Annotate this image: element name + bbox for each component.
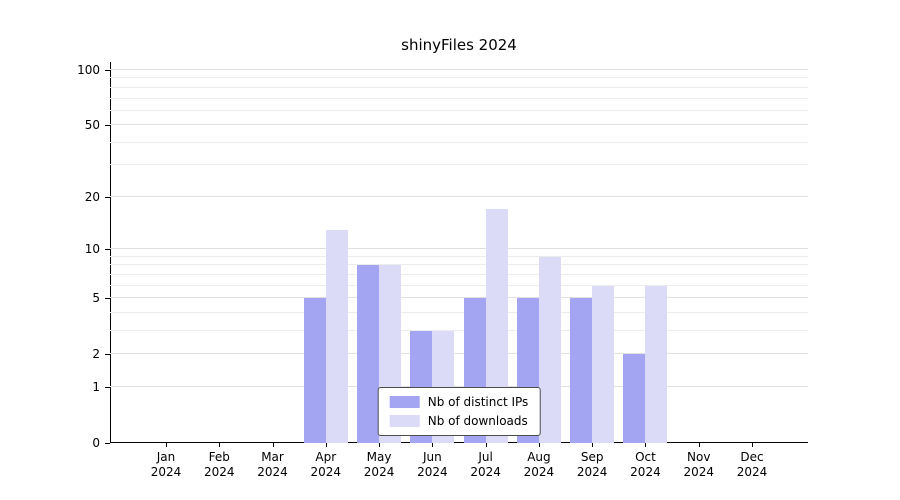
x-tick-label: Jun 2024: [417, 450, 448, 479]
legend-label: Nb of downloads: [427, 414, 528, 428]
x-tick-label: Mar 2024: [257, 450, 288, 479]
gridline-minor: [110, 97, 808, 99]
x-tick-mark: [645, 443, 647, 447]
chart-title: shinyFiles 2024: [401, 36, 517, 54]
x-tick-mark: [432, 443, 434, 447]
bar-distinct-ips: [570, 298, 593, 443]
gridline-minor: [110, 255, 808, 257]
legend-item: Nb of downloads: [389, 414, 529, 428]
bar-downloads: [538, 256, 561, 443]
gridline-minor: [110, 284, 808, 286]
y-tick-label: 0: [92, 436, 100, 450]
gridline-major: [110, 297, 808, 299]
bar-downloads: [645, 285, 668, 443]
legend-swatch: [389, 396, 420, 408]
x-tick-mark: [219, 443, 221, 447]
gridline-minor: [110, 311, 808, 313]
gridline-major: [110, 69, 808, 70]
y-axis-spine: [110, 62, 111, 443]
y-tick-mark: [105, 249, 110, 251]
bar-distinct-ips: [623, 354, 646, 443]
gridline-minor: [110, 264, 808, 266]
legend-item: Nb of distinct IPs: [389, 395, 529, 409]
gridline-major: [110, 385, 808, 387]
gridline-minor: [110, 77, 808, 79]
bar-distinct-ips: [357, 265, 380, 443]
y-tick-mark: [105, 298, 110, 300]
x-tick-label: Dec 2024: [736, 450, 768, 479]
bar-downloads: [592, 285, 615, 443]
y-tick-mark: [105, 196, 110, 198]
gridline-minor: [110, 329, 808, 331]
x-tick-label: Sep 2024: [576, 450, 608, 479]
x-tick-mark: [325, 443, 327, 447]
x-tick-mark: [485, 443, 487, 447]
x-tick-label: Apr 2024: [310, 450, 342, 479]
y-tick-label: 50: [84, 118, 100, 133]
bar-distinct-ips: [303, 298, 326, 443]
x-tick-mark: [592, 443, 594, 447]
y-tick-label: 2: [92, 347, 100, 362]
x-tick-mark: [379, 443, 381, 447]
gridline-major: [110, 195, 808, 197]
y-tick-label: 100: [77, 63, 100, 77]
x-axis-spine: [110, 442, 808, 443]
x-tick-label: Nov 2024: [683, 450, 714, 479]
legend-swatch: [389, 415, 420, 427]
x-tick-mark: [538, 443, 540, 447]
y-tick-mark: [105, 125, 110, 127]
x-tick-label: May 2024: [363, 450, 395, 479]
x-tick-label: Jul 2024: [470, 450, 501, 479]
y-tick-label: 5: [92, 291, 100, 306]
x-tick-label: Oct 2024: [630, 450, 661, 479]
gridline-major: [110, 353, 808, 355]
gridline-minor: [110, 109, 808, 111]
plot-area: Nb of distinct IPs Nb of downloads: [110, 62, 808, 443]
y-tick-label: 1: [92, 379, 100, 394]
x-tick-mark: [272, 443, 274, 447]
bar-downloads: [485, 209, 508, 443]
legend-label: Nb of distinct IPs: [427, 395, 529, 409]
gridline-major: [110, 248, 808, 250]
gridline-minor: [110, 86, 808, 88]
gridline-minor: [110, 273, 808, 275]
y-tick-mark: [105, 70, 110, 71]
legend: Nb of distinct IPs Nb of downloads: [377, 387, 541, 436]
y-tick-label: 10: [84, 242, 100, 257]
y-tick-label: 20: [84, 189, 100, 204]
gridline-minor: [110, 141, 808, 143]
x-tick-mark: [752, 443, 753, 447]
y-tick-mark: [105, 386, 110, 388]
y-tick-mark: [105, 354, 110, 356]
gridline-minor: [110, 164, 808, 166]
x-tick-mark: [166, 443, 167, 447]
bar-downloads: [325, 229, 348, 443]
gridline-major: [110, 124, 808, 126]
x-tick-label: Feb 2024: [203, 450, 235, 479]
x-tick-mark: [698, 443, 700, 447]
y-tick-mark: [105, 443, 110, 444]
x-tick-label: Jan 2024: [150, 450, 182, 479]
x-tick-label: Aug 2024: [523, 450, 555, 479]
